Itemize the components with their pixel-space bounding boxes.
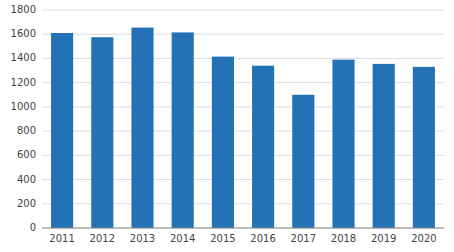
x-tick-label: 2012 — [90, 233, 115, 244]
y-grid — [42, 10, 444, 228]
chart-container: 0200400600800100012001400160018002011201… — [0, 0, 454, 252]
y-tick-label: 600 — [17, 149, 36, 160]
x-tick-label: 2013 — [130, 233, 155, 244]
bar — [373, 64, 395, 228]
page: {"chart_data": {"type": "bar", "categori… — [0, 0, 454, 252]
bar — [131, 28, 153, 228]
grid-line — [42, 34, 444, 35]
x-tick-label: 2017 — [291, 233, 316, 244]
bar — [332, 60, 354, 228]
x-axis: 2011 2012 2013 2014 2015 2016 2017 2018 2019 2020 — [42, 228, 444, 244]
grid-line — [42, 228, 444, 229]
bar — [292, 95, 314, 228]
bar — [91, 37, 113, 228]
y-tick-label: 1200 — [11, 77, 36, 88]
y-tick-label: 400 — [17, 174, 36, 185]
bar — [252, 66, 274, 228]
x-tick-label: 2020 — [411, 233, 436, 244]
bar — [212, 57, 234, 228]
y-tick-label: 1800 — [11, 4, 36, 15]
x-tick-label: 2011 — [49, 233, 74, 244]
bar — [413, 67, 435, 228]
x-tick-label: 2016 — [250, 233, 275, 244]
x-axis-line — [42, 228, 444, 229]
y-tick-label: 1400 — [11, 52, 36, 63]
x-tick-label: 2018 — [331, 233, 356, 244]
x-tick-label: 2015 — [210, 233, 235, 244]
x-tick-label: 2014 — [170, 233, 195, 244]
chart-svg: 0200400600800100012001400160018002011201… — [0, 0, 454, 252]
grid-line — [42, 10, 444, 11]
y-tick-label: 1600 — [11, 28, 36, 39]
bar — [51, 33, 73, 228]
y-tick-label: 0 — [30, 222, 36, 233]
x-tick-label: 2019 — [371, 233, 396, 244]
bar — [172, 32, 194, 228]
bars — [51, 28, 435, 228]
y-axis: 0 200 400 600 800 1000 1200 1400 1600 1800 — [11, 4, 36, 233]
y-tick-label: 200 — [17, 198, 36, 209]
y-tick-label: 1000 — [11, 101, 36, 112]
y-tick-label: 800 — [17, 125, 36, 136]
